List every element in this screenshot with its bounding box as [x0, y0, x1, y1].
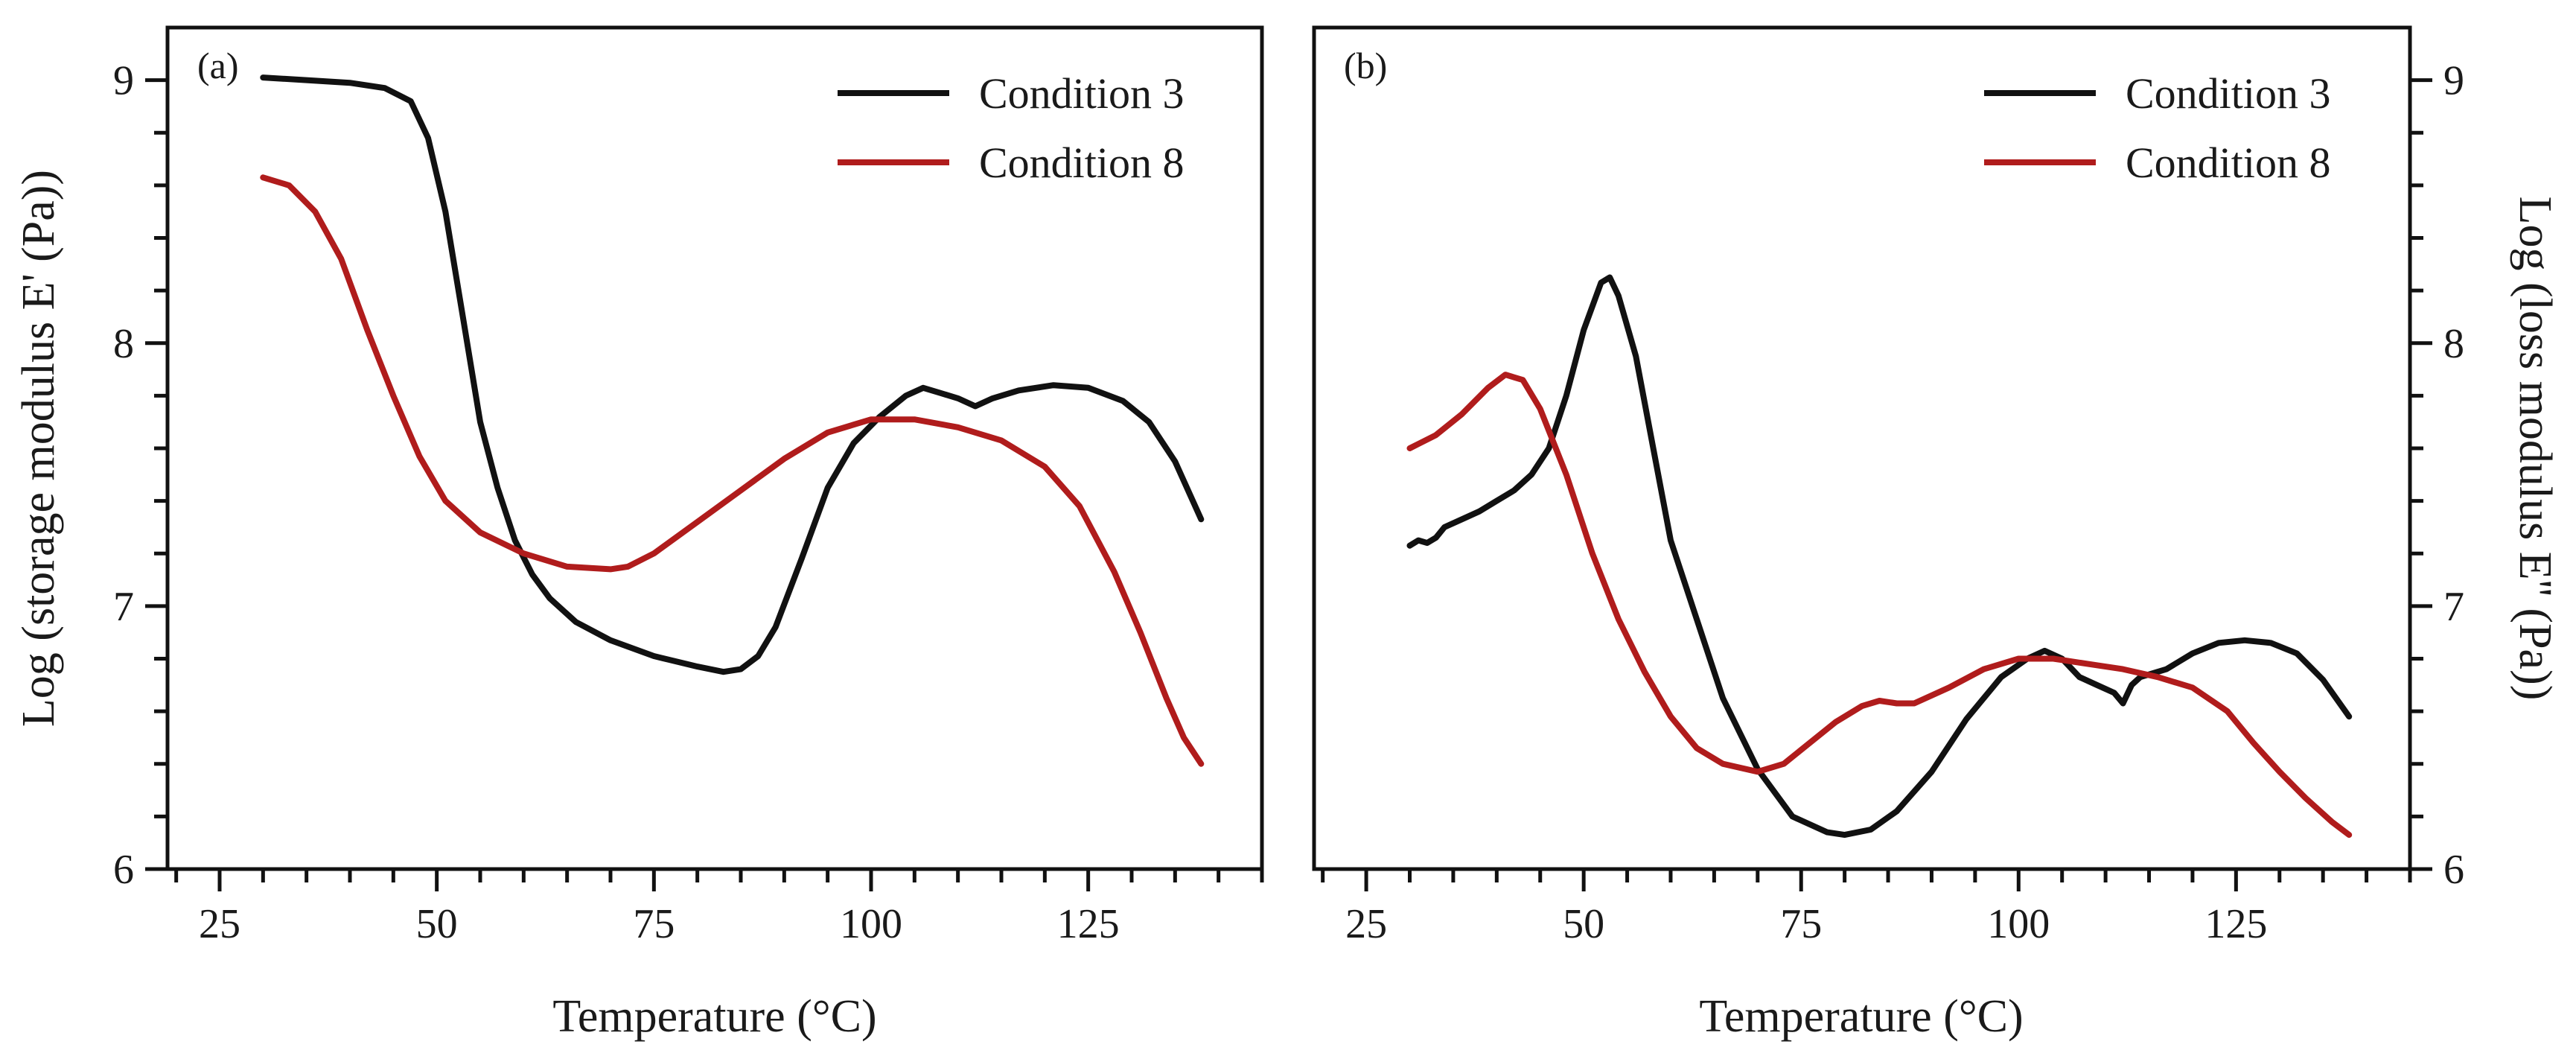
panel-a-y-axis: 6 7 8 9: [113, 58, 168, 893]
a-y-tick-label-8: 8: [113, 321, 134, 367]
panel-b-loss-modulus-chart: 25 50 75 100 125 6 7 8 9 (b) Temperature (°C) L…: [1312, 25, 2560, 1042]
a-series-line-condition-8: [260, 174, 1205, 767]
a-y-tick-label-6: 6: [113, 847, 134, 893]
panel-b-legend-label-condition-3: Condition 3: [2126, 69, 2331, 118]
a-series-line-condition-3: [260, 74, 1205, 675]
panel-b-label: (b): [1344, 45, 1387, 86]
a-y-tick-label-7: 7: [113, 584, 134, 630]
panel-a-legend-label-condition-3: Condition 3: [979, 69, 1185, 118]
panel-a-legend-label-condition-8: Condition 8: [979, 139, 1185, 187]
panel-a-legend: Condition 3 Condition 8: [838, 69, 1185, 187]
panel-a-series-group: [260, 74, 1205, 767]
panel-b-x-axis: 25 50 75 100 125: [1321, 869, 2412, 947]
b-y-tick-label-6: 6: [2443, 847, 2464, 893]
b-x-tick-label-125: 125: [2204, 901, 2267, 947]
a-x-tick-label-125: 125: [1057, 901, 1120, 947]
b-series-line-condition-8: [1406, 372, 2353, 839]
b-y-tick-label-9: 9: [2443, 58, 2464, 104]
a-x-tick-label-100: 100: [840, 901, 902, 947]
b-x-tick-label-75: 75: [1780, 901, 1822, 947]
a-x-tick-label-25: 25: [199, 901, 240, 947]
a-y-tick-label-9: 9: [113, 58, 134, 104]
panel-b-legend: Condition 3 Condition 8: [1984, 69, 2331, 187]
b-x-tick-label-100: 100: [1987, 901, 2050, 947]
panel-b-x-axis-title: Temperature (°C): [1699, 991, 2023, 1042]
panel-b-series-group: [1406, 274, 2353, 839]
panel-a-label: (a): [197, 45, 239, 86]
panel-b-legend-label-condition-8: Condition 8: [2126, 139, 2331, 187]
b-x-tick-label-50: 50: [1563, 901, 1604, 947]
panel-a-y-axis-title: Log (storage modulus E' (Pa)): [13, 170, 64, 727]
a-x-tick-label-75: 75: [633, 901, 675, 947]
b-y-tick-label-8: 8: [2443, 321, 2464, 367]
panel-b-y-axis-title: Log (loss modulus E'' (Pa)): [2510, 197, 2560, 701]
b-x-tick-label-25: 25: [1345, 901, 1387, 947]
panel-a-storage-modulus-chart: 25 50 75 100 125 6 7 8 9 (a) Temperature (°C) L…: [13, 25, 1264, 1042]
a-x-tick-label-50: 50: [416, 901, 458, 947]
b-y-tick-label-7: 7: [2443, 584, 2464, 630]
panel-a-x-axis: 25 50 75 100 125: [174, 869, 1264, 947]
panel-a-x-axis-title: Temperature (°C): [552, 991, 876, 1042]
b-series-line-condition-3: [1406, 274, 2353, 839]
panel-b-y-axis: 6 7 8 9: [2410, 58, 2464, 893]
